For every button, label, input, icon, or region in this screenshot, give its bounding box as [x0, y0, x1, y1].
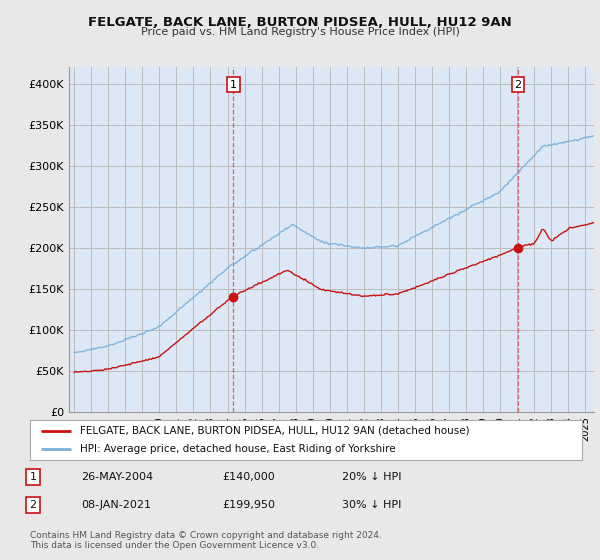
Text: 08-JAN-2021: 08-JAN-2021 [81, 500, 151, 510]
Text: £199,950: £199,950 [222, 500, 275, 510]
Text: 1: 1 [230, 80, 237, 90]
Text: 20% ↓ HPI: 20% ↓ HPI [342, 472, 401, 482]
Text: 2: 2 [514, 80, 521, 90]
Text: Price paid vs. HM Land Registry's House Price Index (HPI): Price paid vs. HM Land Registry's House … [140, 27, 460, 37]
Text: Contains HM Land Registry data © Crown copyright and database right 2024.
This d: Contains HM Land Registry data © Crown c… [30, 531, 382, 550]
Text: 1: 1 [29, 472, 37, 482]
Text: HPI: Average price, detached house, East Riding of Yorkshire: HPI: Average price, detached house, East… [80, 445, 395, 454]
Text: 26-MAY-2004: 26-MAY-2004 [81, 472, 153, 482]
Text: £140,000: £140,000 [222, 472, 275, 482]
Text: 30% ↓ HPI: 30% ↓ HPI [342, 500, 401, 510]
Text: FELGATE, BACK LANE, BURTON PIDSEA, HULL, HU12 9AN: FELGATE, BACK LANE, BURTON PIDSEA, HULL,… [88, 16, 512, 29]
Text: 2: 2 [29, 500, 37, 510]
Text: FELGATE, BACK LANE, BURTON PIDSEA, HULL, HU12 9AN (detached house): FELGATE, BACK LANE, BURTON PIDSEA, HULL,… [80, 426, 469, 436]
